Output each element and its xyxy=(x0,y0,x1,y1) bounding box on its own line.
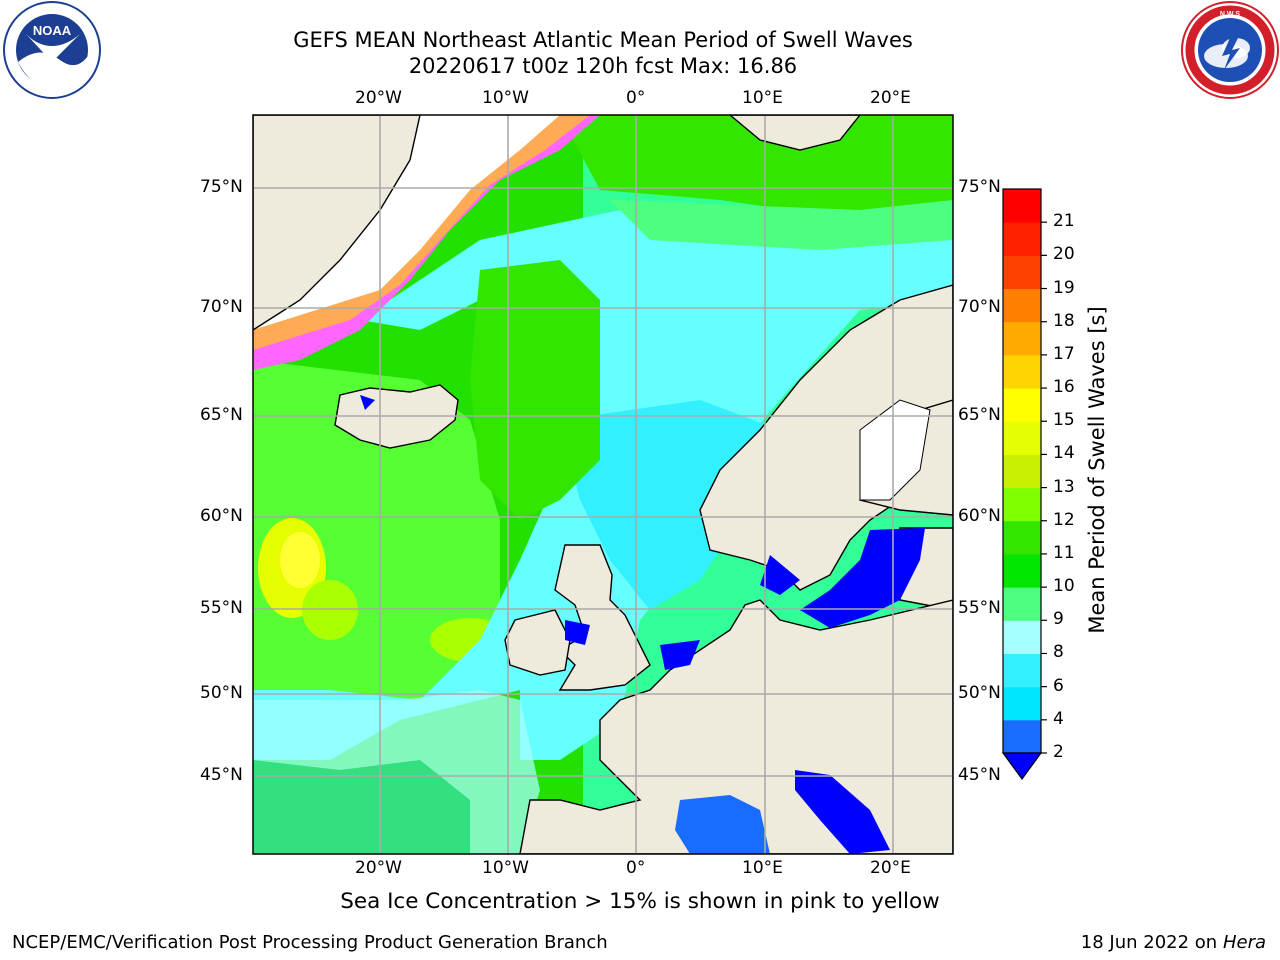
footer-timestamp: 18 Jun 2022 on Hera xyxy=(1081,932,1266,953)
lat-label-left: 60°N xyxy=(200,506,243,526)
colorbar-tick-label: 9 xyxy=(1053,609,1064,630)
colorbar-tick-label: 8 xyxy=(1053,642,1064,663)
lat-label-left: 55°N xyxy=(200,598,243,618)
lon-label-top: 20°E xyxy=(870,88,911,108)
colorbar-segment xyxy=(1003,487,1041,522)
lat-label-right: 65°N xyxy=(958,405,1001,425)
lat-label-right: 55°N xyxy=(958,598,1001,618)
colorbar-segment xyxy=(1003,255,1041,290)
lat-label-left: 50°N xyxy=(200,683,243,703)
lon-label-top: 0° xyxy=(626,88,646,108)
colorbar-segment xyxy=(1003,719,1041,754)
colorbar-tick-label: 13 xyxy=(1053,476,1075,497)
lat-label-left: 65°N xyxy=(200,405,243,425)
noaa-wordmark: NOAA xyxy=(33,23,72,38)
lon-label-bottom: 10°E xyxy=(742,858,783,878)
chart-subtitle: 20220617 t00z 120h fcst Max: 16.86 xyxy=(408,54,798,78)
colorbar-tick-label: 20 xyxy=(1053,244,1075,265)
lon-label-bottom: 0° xyxy=(626,858,646,878)
landmass-ireland xyxy=(504,609,571,676)
colorbar-frame xyxy=(1002,188,1042,754)
colorbar-tick-label: 11 xyxy=(1053,542,1075,563)
colorbar-tick-label: 17 xyxy=(1053,343,1075,364)
colorbar-segment xyxy=(1003,553,1041,588)
footer-date: 18 Jun 2022 on xyxy=(1080,932,1218,953)
colorbar-segment xyxy=(1003,222,1041,256)
colorbar-segment xyxy=(1003,686,1041,721)
nws-logo: N W S xyxy=(1181,1,1279,99)
colorbar-tick-label: 12 xyxy=(1053,509,1075,530)
colorbar xyxy=(1001,188,1047,781)
colorbar-tick-label: 18 xyxy=(1053,310,1075,331)
lat-label-left: 45°N xyxy=(200,765,243,785)
colorbar-segment xyxy=(1003,189,1041,223)
colorbar-segment xyxy=(1003,321,1041,356)
colorbar-tick-label: 10 xyxy=(1053,576,1075,597)
landmass-greenland xyxy=(253,115,421,331)
colorbar-segment xyxy=(1003,587,1041,621)
lon-label-top: 10°E xyxy=(742,88,783,108)
colorbar-tick-label: 6 xyxy=(1053,675,1064,696)
colorbar-tick-label: 15 xyxy=(1053,410,1075,431)
colorbar-tick-label: 14 xyxy=(1053,443,1075,464)
sea-ice-caption: Sea Ice Concentration > 15% is shown in … xyxy=(340,889,940,914)
colorbar-segment xyxy=(1003,653,1041,688)
lon-label-bottom: 10°W xyxy=(482,858,529,878)
footer-host: Hera xyxy=(1222,932,1266,953)
noaa-logo: NOAA xyxy=(3,1,101,99)
map-border xyxy=(252,114,954,855)
colorbar-segment xyxy=(1003,520,1041,555)
lon-label-bottom: 20°W xyxy=(355,858,402,878)
colorbar-title: Mean Period of Swell Waves [s] xyxy=(1085,306,1109,634)
lon-label-bottom: 20°E xyxy=(870,858,911,878)
colorbar-tick-label: 16 xyxy=(1053,377,1075,398)
lat-label-right: 45°N xyxy=(958,765,1001,785)
lon-label-top: 10°W xyxy=(482,88,529,108)
colorbar-tick-label: 2 xyxy=(1053,742,1064,762)
colorbar-segment xyxy=(1003,288,1041,323)
chart-title: GEFS MEAN Northeast Atlantic Mean Period… xyxy=(293,28,913,52)
colorbar-tick-label: 4 xyxy=(1053,708,1064,729)
lat-label-right: 75°N xyxy=(958,177,1001,197)
footer-producer: NCEP/EMC/Verification Post Processing Pr… xyxy=(12,932,608,953)
lon-label-top: 20°W xyxy=(355,88,402,108)
colorbar-segment xyxy=(1003,421,1041,455)
lat-label-right: 50°N xyxy=(958,683,1001,703)
nws-arc-text: N W S xyxy=(1220,11,1241,18)
colorbar-tick-label: 21 xyxy=(1053,211,1075,232)
lat-label-left: 70°N xyxy=(200,297,243,317)
colorbar-segment xyxy=(1003,454,1041,489)
lat-label-left: 75°N xyxy=(200,177,243,197)
colorbar-under-triangle xyxy=(1001,752,1043,781)
lat-label-right: 60°N xyxy=(958,506,1001,526)
colorbar-segment xyxy=(1003,388,1041,422)
landmass-great-britain xyxy=(554,544,651,691)
lat-label-right: 70°N xyxy=(958,297,1001,317)
colorbar-segment xyxy=(1003,620,1041,654)
colorbar-segment xyxy=(1003,354,1041,389)
colorbar-tick-label: 19 xyxy=(1053,277,1075,298)
landmass-scandinavia xyxy=(699,284,953,591)
